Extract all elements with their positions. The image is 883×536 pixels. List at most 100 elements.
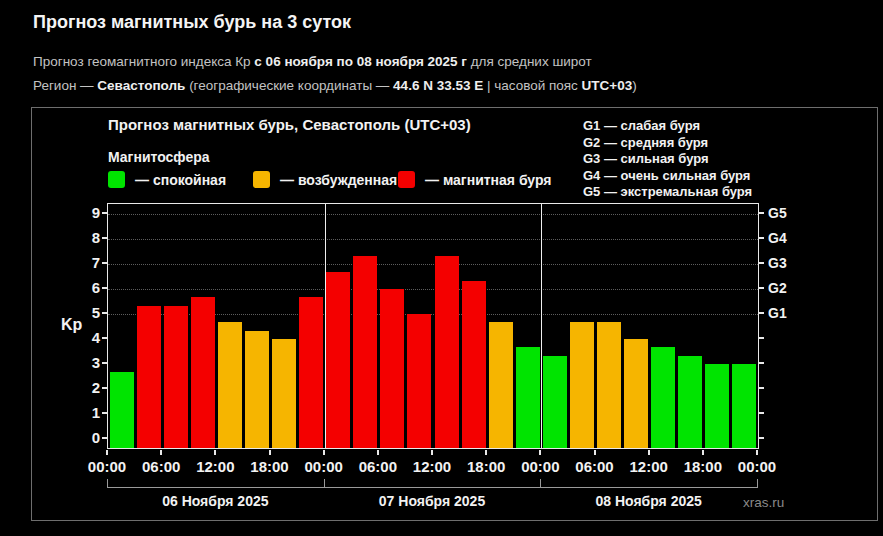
kp-bar [299, 297, 323, 448]
x-tick-label: 18:00 [250, 458, 288, 475]
kp-bar [678, 356, 702, 448]
legend-item-quiet: — спокойная [108, 171, 226, 188]
y-tick-label: 0 [78, 429, 100, 446]
date-bracket-tick [107, 479, 108, 487]
kp-bar [516, 347, 540, 448]
kp-bar [110, 372, 134, 448]
gridline-kp9 [108, 214, 758, 215]
kp-bar [651, 347, 675, 448]
legend-swatch-storm [398, 171, 415, 188]
kp-bar [137, 306, 161, 448]
kp-bar [489, 322, 513, 448]
x-tick-mark [431, 450, 433, 455]
g-legend-line: G2 — средняя буря [583, 135, 752, 152]
x-tick-mark [106, 450, 108, 455]
g-scale-label-g4: G4 [768, 230, 787, 246]
region-coords: 44.6 N 33.53 E [393, 78, 483, 93]
y-tick-label: 1 [78, 404, 100, 421]
subtitle-prefix: Прогноз геомагнитного индекса Кр [33, 54, 254, 69]
region-mid: (географические координаты — [185, 78, 393, 93]
y-tick-mark [102, 437, 107, 439]
x-tick-mark [594, 450, 596, 455]
x-tick-label: 06:00 [359, 458, 397, 475]
legend-label-quiet: — спокойная [135, 172, 226, 188]
date-label: 08 Ноября 2025 [595, 493, 701, 509]
kp-bar [435, 256, 459, 448]
x-tick-label: 18:00 [684, 458, 722, 475]
x-tick-mark [702, 450, 704, 455]
y-tick-label: 4 [78, 329, 100, 346]
kp-bar [191, 297, 215, 448]
g-scale-label-g3: G3 [768, 255, 787, 271]
gridline-kp7 [108, 264, 758, 265]
region-tz: UTC+03 [582, 78, 633, 93]
kp-bar [705, 364, 729, 448]
kp-bar [570, 322, 594, 448]
y-tick-label: 7 [78, 254, 100, 271]
region-tz-label: | часовой пояс [483, 78, 581, 93]
page: Прогноз магнитных бурь на 3 суток Прогно… [0, 0, 883, 536]
right-tick-mark [759, 212, 764, 214]
x-tick-mark [485, 450, 487, 455]
region-close: ) [632, 78, 637, 93]
x-tick-label: 00:00 [88, 458, 126, 475]
date-label: 06 Ноября 2025 [162, 493, 268, 509]
y-tick-label: 9 [78, 204, 100, 221]
x-tick-label: 00:00 [521, 458, 559, 475]
x-tick-label: 18:00 [467, 458, 505, 475]
x-tick-mark [323, 450, 325, 455]
g-legend-line: G1 — слабая буря [583, 118, 752, 135]
subtitle-suffix: для средних широт [467, 54, 592, 69]
x-tick-mark [539, 450, 541, 455]
legend-swatch-quiet [108, 171, 125, 188]
x-tick-label: 12:00 [413, 458, 451, 475]
x-tick-mark [756, 450, 758, 455]
kp-bar [380, 289, 404, 448]
x-tick-label: 12:00 [629, 458, 667, 475]
x-tick-mark [377, 450, 379, 455]
forecast-subtitle: Прогноз геомагнитного индекса Кр с 06 но… [33, 54, 592, 69]
date-bracket-tick [324, 479, 325, 487]
right-tick-mark [759, 287, 764, 289]
date-bracket-tick [757, 479, 758, 487]
date-bracket-tick [540, 479, 541, 487]
right-tick-mark [759, 337, 764, 339]
kp-bar-chart [107, 203, 759, 449]
right-tick-mark [759, 387, 764, 389]
y-tick-mark [102, 312, 107, 314]
date-bracket [107, 487, 758, 488]
x-tick-mark [269, 450, 271, 455]
chart-title: Прогноз магнитных бурь, Севастополь (UTC… [108, 116, 471, 133]
right-tick-mark [759, 312, 764, 314]
kp-bar [218, 322, 242, 448]
x-tick-label: 12:00 [196, 458, 234, 475]
kp-bar [732, 364, 756, 448]
g-scale-label-g1: G1 [768, 305, 787, 321]
y-tick-mark [102, 362, 107, 364]
kp-bar [407, 314, 431, 448]
y-tick-mark [102, 262, 107, 264]
legend-item-storm: — магнитная буря [398, 171, 552, 188]
date-label: 07 Ноября 2025 [379, 493, 485, 509]
kp-bar [245, 331, 269, 448]
kp-bar [353, 256, 377, 448]
right-tick-mark [759, 437, 764, 439]
gridline-kp8 [108, 239, 758, 240]
y-tick-label: 3 [78, 354, 100, 371]
subtitle-dates: с 06 ноября по 08 ноября 2025 г [254, 54, 467, 69]
g-legend-line: G5 — экстремальная буря [583, 184, 752, 201]
kp-bar [597, 322, 621, 448]
x-tick-label: 00:00 [304, 458, 342, 475]
legend-label-excited: — возбужденная [280, 172, 397, 188]
magnetosphere-legend-title: Магнитосфера [108, 149, 210, 165]
x-tick-mark [160, 450, 162, 455]
region-prefix: Регион — [33, 78, 97, 93]
y-tick-mark [102, 212, 107, 214]
y-tick-mark [102, 387, 107, 389]
g-scale-label-g2: G2 [768, 280, 787, 296]
region-city: Севастополь [97, 78, 185, 93]
y-tick-label: 6 [78, 279, 100, 296]
g-legend-line: G3 — сильная буря [583, 151, 752, 168]
g-legend-line: G4 — очень сильная буря [583, 168, 752, 185]
kp-bar [272, 339, 296, 448]
